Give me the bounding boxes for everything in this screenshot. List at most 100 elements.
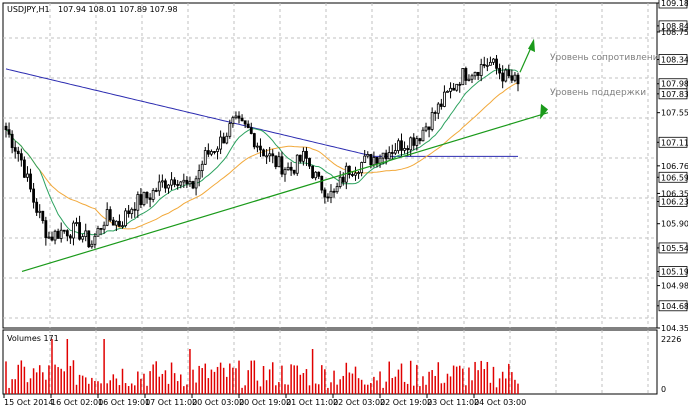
candle-body	[366, 154, 370, 157]
candle-body	[93, 235, 97, 245]
candle-body	[225, 135, 229, 144]
candle-body	[16, 150, 20, 155]
candle-body	[415, 138, 419, 146]
candle-body	[154, 189, 158, 192]
candle-body	[489, 61, 492, 66]
candle-body	[13, 147, 17, 152]
candle-body	[124, 210, 127, 227]
price-tick-label: 107.11	[661, 138, 688, 147]
candle-body	[317, 171, 321, 177]
candle-body	[323, 189, 327, 198]
candle-body	[268, 153, 272, 157]
candle-body	[160, 180, 164, 183]
candle-body	[320, 175, 324, 191]
candle-body	[136, 194, 140, 211]
candle-body	[363, 155, 367, 163]
candle-body	[369, 154, 373, 166]
candle-body	[375, 157, 379, 164]
ohlc-label: 107.94 108.01 107.89 107.98	[58, 5, 178, 14]
price-label-box	[658, 0, 688, 9]
candle-body	[121, 225, 124, 228]
candle-body	[22, 159, 26, 178]
candle-body	[29, 173, 32, 190]
candle-body	[47, 236, 51, 239]
candle-body	[243, 120, 247, 125]
price-tick-label: 104.98	[661, 282, 688, 291]
ma-slow-path	[5, 68, 518, 157]
candle-body	[298, 154, 302, 162]
candle-body	[314, 171, 318, 179]
candle-body	[449, 87, 452, 92]
candle-body	[495, 58, 498, 69]
candle-body	[286, 166, 290, 171]
candle-body	[357, 172, 360, 175]
candle-body	[219, 136, 223, 150]
candle-body	[433, 112, 437, 114]
candle-body	[418, 138, 422, 142]
price-label-box	[658, 300, 688, 312]
price-label-box	[658, 54, 688, 65]
candle-body	[513, 74, 517, 81]
trendline-arrowhead	[540, 103, 548, 120]
volume-bars	[5, 339, 519, 394]
price-tick-label: 107.55	[661, 109, 688, 118]
candle-body	[182, 179, 186, 183]
support-label: Уровень поддержки	[550, 88, 646, 98]
candle-body	[446, 90, 449, 93]
candle-body	[142, 191, 146, 206]
time-tick-label: 16 Oct 19:00	[98, 398, 150, 407]
candle-body	[412, 137, 416, 146]
price-tick-label: 106.59	[661, 173, 688, 182]
candle-body	[170, 179, 173, 186]
candle-body	[167, 184, 170, 189]
ma-mid-path	[5, 81, 519, 230]
candle-body	[32, 188, 35, 203]
price-tick-label: 107.98	[661, 80, 688, 89]
candle-body	[10, 133, 14, 148]
time-tick-label: 16 Oct 02:00	[51, 398, 103, 407]
candle-body	[360, 162, 364, 174]
candle-body	[127, 210, 131, 215]
candle-body	[38, 210, 42, 213]
candle-body	[72, 222, 75, 239]
candle-body	[393, 150, 397, 154]
candle-body	[99, 228, 103, 230]
volume-axis-top: 2226	[661, 335, 681, 344]
candle-body	[443, 91, 446, 107]
ma-fast-line	[5, 68, 519, 236]
candle-body	[329, 190, 333, 199]
candle-body	[118, 220, 121, 227]
candle-body	[210, 151, 213, 155]
time-tick-label: 17 Oct 11:00	[145, 398, 197, 407]
price-label-box	[658, 136, 688, 148]
candle-body	[403, 148, 406, 151]
time-tick-label: 24 Oct 03:00	[474, 398, 526, 407]
candle-body	[424, 126, 428, 131]
candle-body	[56, 230, 60, 239]
candle-body	[222, 136, 226, 144]
candle-body	[188, 181, 192, 185]
support-trendline	[21, 112, 549, 273]
candle-body	[35, 201, 39, 213]
candle-body	[470, 75, 474, 80]
candle-body	[479, 64, 483, 76]
candle-body	[341, 176, 345, 183]
price-tick-label: 107.83	[661, 90, 688, 99]
resistance-arrowhead	[528, 38, 535, 53]
candle-body	[133, 208, 137, 211]
symbol-label: USDJPY,H1	[7, 5, 50, 14]
candle-body	[148, 197, 152, 200]
candle-body	[102, 224, 106, 230]
candle-body	[406, 148, 410, 151]
candle-body	[26, 173, 29, 178]
candle-body	[332, 190, 336, 193]
candle-body	[409, 137, 413, 151]
candle-body	[292, 169, 296, 174]
candle-body	[228, 123, 232, 137]
candle-body	[65, 230, 69, 237]
candle-body	[473, 71, 477, 77]
candle-body	[259, 145, 262, 151]
candle-body	[381, 152, 385, 159]
